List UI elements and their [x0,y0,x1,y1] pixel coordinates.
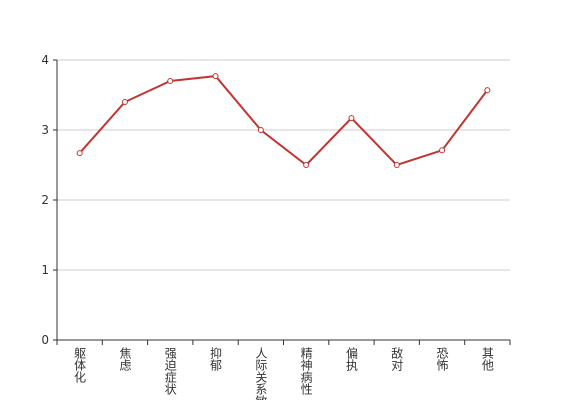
x-tick-label: 恐怖 [435,347,449,371]
line [78,75,489,167]
x-tick-label: 人际关系敏感 [254,347,268,400]
y-tick-label: 3 [41,123,49,137]
point [167,78,174,84]
x-tick-label: 抑郁 [209,346,223,372]
point [257,127,264,133]
y-tick-label: 4 [41,53,49,67]
point [303,162,310,168]
y-tick-label: 0 [41,333,49,347]
point [439,147,446,154]
y-tick-label: 2 [41,193,49,207]
x-tick-label: 强迫症状 [163,347,177,395]
x-tick-label: 精神病性 [299,347,313,396]
x-tick-label: 其他 [480,347,494,371]
x-tick-label: 偏执 [344,346,358,372]
x-tick-label: 敌对 [390,346,404,371]
point [393,162,400,168]
x-tick-label: 躯体化 [73,346,87,384]
point [348,115,355,122]
y-tick-label: 1 [41,263,49,277]
point [121,99,128,105]
x-tick-label: 焦虑 [118,347,132,371]
point [484,87,491,94]
point [76,150,83,157]
point [212,73,219,80]
